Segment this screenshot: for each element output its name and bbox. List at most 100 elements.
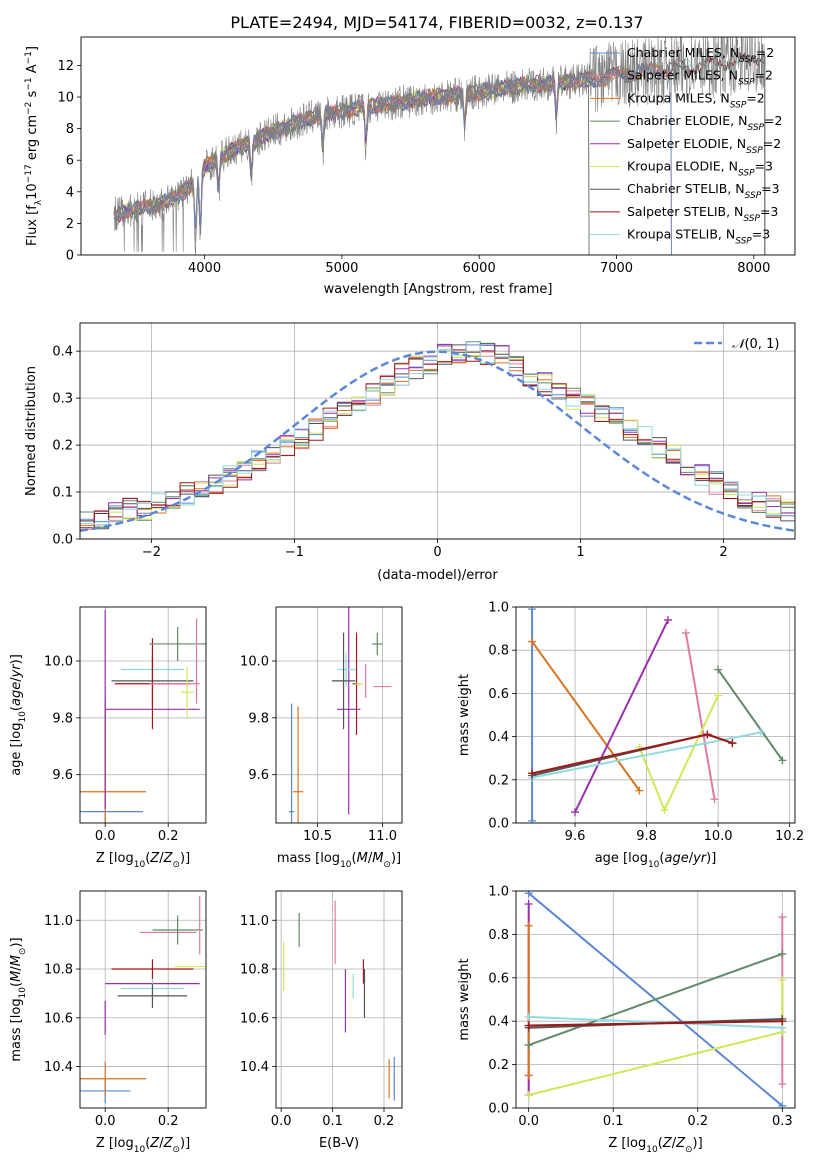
x-axis-label: age [log10(age/yr)]: [595, 851, 717, 870]
weight-marker: [757, 728, 766, 737]
tick-label-y: 0.6: [488, 971, 509, 986]
weight-marker: [778, 1080, 787, 1089]
tick-label-y: 1.0: [488, 601, 509, 616]
label-part: /: [159, 851, 164, 866]
label-part: yr: [9, 663, 24, 679]
model-spectrum-line: [113, 60, 672, 255]
weight-marker: [778, 913, 787, 922]
label-part: =3: [752, 227, 770, 242]
model-spectrum-line: [113, 62, 672, 255]
z_mass-panel: 0.0 0.210.410.610.811.0Z [log10(Z/Z⊙)]mas…: [9, 890, 207, 1155]
weight-marker: [524, 1012, 533, 1021]
tick-label-y: 0.4: [488, 1015, 509, 1030]
label-part: (0, 1): [744, 337, 779, 352]
x-axis-label: Z [log10(Z/Z⊙)]: [96, 851, 190, 870]
y-axis-label: mass weight: [457, 958, 472, 1040]
label-part: Chabrier STELIB, N: [627, 181, 745, 196]
tick-label-y: 10.0: [240, 655, 269, 670]
x-axis-label: Z [log10(Z/Z⊙)]: [608, 1136, 702, 1155]
weight-line: [528, 952, 783, 1047]
label-part: M: [9, 955, 24, 966]
label-part: 10: [134, 1145, 146, 1155]
tick-label-x: 0.0: [271, 1114, 292, 1129]
tick-label-x: 0.0: [95, 1114, 116, 1129]
tick-label-x: 8000: [737, 261, 770, 276]
weight-marker: [524, 900, 533, 909]
weight-marker: [778, 1017, 787, 1026]
axes: 9.6 9.8 10.0 10.2 0.0 0.2 0.4 0.6 0.8 1.0 age [log…: [457, 601, 804, 871]
label-part: ⊙: [383, 860, 391, 870]
label-part: =2: [746, 90, 764, 105]
label-part: )]: [180, 1136, 190, 1151]
tick-label-x: 2: [719, 545, 727, 560]
label-part: SSP: [735, 237, 752, 247]
label-part: ⊙: [172, 1145, 180, 1155]
plot-area: [80, 895, 206, 1104]
label-part: )]: [706, 851, 716, 866]
tick-label-x: −1: [285, 545, 304, 560]
label-part: E(B-V): [319, 1136, 359, 1151]
label-part: M: [372, 851, 383, 866]
tick-label-y: 10.4: [240, 1060, 269, 1075]
grid: [80, 891, 206, 1108]
label-part: Z: [149, 851, 160, 866]
tick-label-x: 10.5: [303, 829, 332, 844]
tick-label-x: 0.2: [158, 829, 179, 844]
tick-label-y: 10: [57, 91, 74, 106]
label-part: λ: [34, 199, 44, 205]
label-part: Z [log: [96, 1136, 134, 1151]
tick-label-x: 6000: [463, 261, 496, 276]
label-part: =2: [756, 45, 774, 60]
label-part: Flux [f: [25, 205, 40, 246]
plot-area: [80, 341, 795, 533]
x-axis-label: wavelength [Angstrom, rest frame]: [324, 282, 553, 297]
tick-label-y: 0.4: [488, 730, 509, 745]
tick-label-y: 0.8: [488, 928, 509, 943]
tick-label-x: 0.0: [518, 1114, 539, 1129]
axes-frame: [515, 606, 796, 824]
x-axis-label: (data-model)/error: [377, 568, 498, 583]
weight-marker: [524, 1090, 533, 1099]
label-part: SSP: [730, 100, 747, 110]
figure-title: PLATE=2494, MJD=54174, FIBERID=0032, z=0…: [230, 13, 643, 32]
weight-marker: [710, 795, 719, 804]
weight-marker: [528, 637, 537, 646]
tick-label-y: 0.0: [488, 817, 509, 832]
label-part: ⊙: [18, 948, 28, 956]
label-part: =3: [755, 159, 773, 174]
label-part: Z [log: [608, 1136, 646, 1151]
label-part: (: [658, 1136, 663, 1151]
tick-label-x: 9.8: [636, 829, 657, 844]
legend-label: Kroupa MILES, NSSP=2: [627, 90, 765, 110]
weight-line: [531, 641, 641, 792]
label-part: )]: [180, 851, 190, 866]
label-part: )]: [9, 937, 24, 947]
label-part: 10: [646, 1145, 658, 1155]
x-axis-label: mass [log10(M/M⊙)]: [277, 851, 401, 870]
residuals-panel: −2 −1 0 1 2 0.0 0.1 0.2 0.3 0.4 (data-model)/error…: [24, 322, 796, 583]
label-part: Chabrier MILES, N: [627, 45, 739, 60]
panels-layer: 4000 5000 6000 7000 8000024681012wavelength …: [9, 36, 804, 1155]
legend-label: Chabrier MILES, NSSP=2: [627, 45, 774, 65]
label-part: SSP: [738, 78, 755, 88]
label-part: SSP: [739, 55, 756, 65]
label-part: Z: [675, 1136, 686, 1151]
label-part: =2: [764, 113, 782, 128]
tick-label-x: 7000: [600, 261, 633, 276]
tick-label-y: 0.0: [488, 1102, 509, 1117]
tick-label-x: 1: [576, 545, 584, 560]
label-part: =3: [760, 204, 778, 219]
label-part: /: [9, 677, 24, 682]
residual-histogram: [80, 344, 795, 525]
label-part: yr: [692, 851, 708, 866]
tick-label-y: 10.0: [44, 655, 73, 670]
spectrum-panel: 4000 5000 6000 7000 8000 0 2 4 6 8 10 12 wavelength …: [24, 36, 796, 297]
label-part: mass [log: [9, 998, 24, 1061]
plot-area: [524, 891, 787, 1108]
tick-label-y: 0: [66, 249, 74, 264]
label-part: /: [672, 1136, 677, 1151]
label-part: −1: [24, 51, 34, 64]
axes: 4000 5000 6000 7000 8000 0 2 4 6 8 10 12 wavelength …: [24, 36, 796, 297]
